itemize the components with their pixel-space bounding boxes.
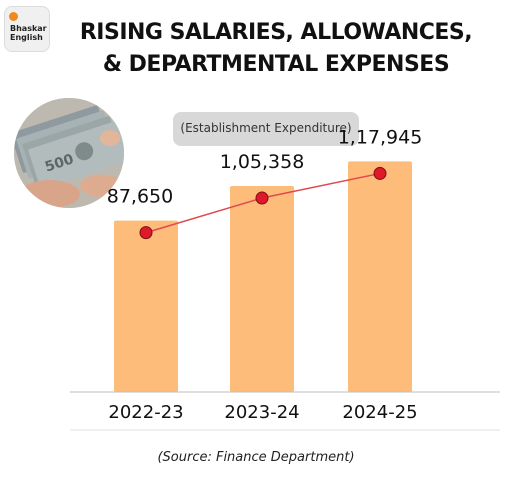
brand-dot-icon (9, 12, 18, 21)
bar-2024-25 (348, 161, 412, 392)
brand-line-2: English (10, 33, 43, 42)
brand-text: Bhaskar English (10, 24, 47, 42)
value-label-2022-23: 87,650 (107, 186, 173, 208)
brand-line-1: Bhaskar (10, 24, 47, 33)
brand-logo: Bhaskar English (4, 6, 50, 52)
bar-2023-24 (230, 186, 294, 392)
x-tick-2024-25: 2024-25 (342, 402, 417, 423)
headline-line-1: RISING SALARIES, ALLOWANCES, (79, 20, 473, 45)
x-tick-2022-23: 2022-23 (108, 402, 183, 423)
subtitle-pill (173, 112, 359, 146)
value-label-2023-24: 1,05,358 (220, 151, 305, 173)
bar-2022-23 (114, 220, 178, 392)
value-label-2024-25: 1,17,945 (338, 126, 423, 148)
marker-2023-24 (255, 191, 269, 205)
marker-2022-23 (139, 226, 153, 240)
source-note: (Source: Finance Department) (157, 450, 355, 465)
x-tick-2023-24: 2023-24 (224, 402, 299, 423)
headline-line-2: & DEPARTMENTAL EXPENSES (102, 52, 450, 77)
banknotes-icon: 500 (14, 98, 124, 208)
currency-notes-photo: 500 (14, 98, 124, 208)
chart-subtitle: (Establishment Expenditure) (180, 121, 352, 135)
marker-2024-25 (373, 166, 387, 180)
